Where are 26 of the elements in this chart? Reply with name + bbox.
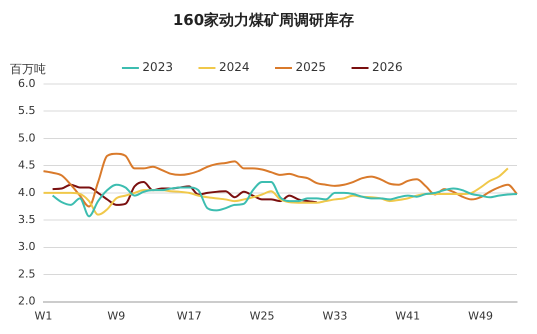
y-tick-label: 5.5 [18,104,36,118]
line-series [52,181,518,218]
legend-label: 2026 [372,60,403,74]
y-tick-label: 5.0 [18,131,36,144]
x-tick-label: W1 [34,309,52,322]
line-series [52,181,318,206]
x-tick-label: W41 [395,309,420,322]
line-series [42,167,509,216]
x-tick-label: W9 [107,309,126,322]
x-tick-label: W33 [322,309,348,322]
legend-label: 2024 [218,60,250,74]
line-series [42,152,518,208]
legend-label: 2023 [142,60,173,74]
y-tick-label: 4.5 [18,158,36,172]
x-tick-label: W49 [468,309,494,322]
y-tick-label: 2.0 [18,294,36,308]
y-tick-label: 2.5 [18,267,36,280]
y-tick-label: 4.0 [18,186,36,199]
y-axis-title: 百万吨 [10,62,46,76]
chart-title: 160家动力煤矿周调研库存 [172,10,354,29]
x-tick-label: W17 [176,309,202,322]
x-tick-label: W25 [250,309,274,322]
legend-label: 2025 [296,60,326,74]
y-tick-label: 3.0 [18,240,36,254]
y-tick-label: 3.5 [18,212,36,226]
y-tick-label: 6.0 [18,76,36,90]
